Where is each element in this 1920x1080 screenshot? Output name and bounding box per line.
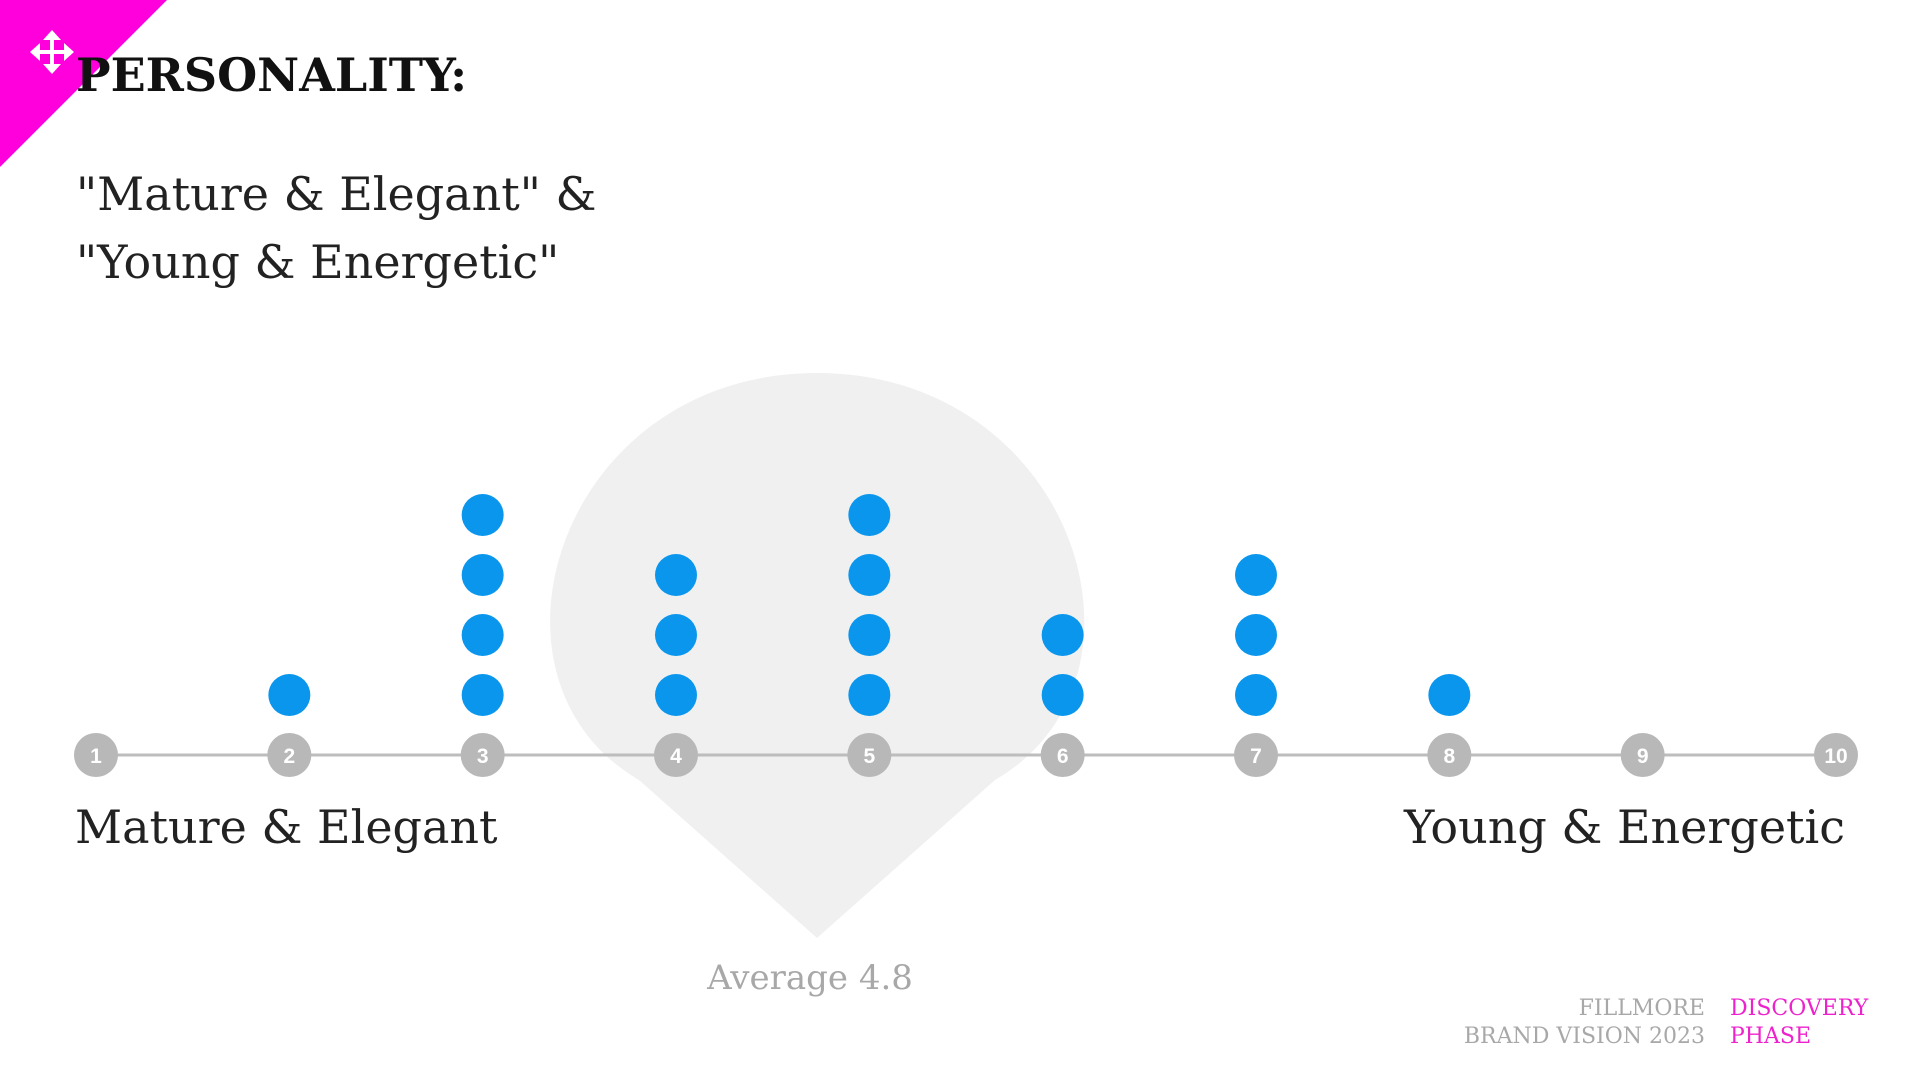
axis-tick-marker	[267, 733, 312, 777]
response-dot	[461, 554, 504, 596]
response-dot	[655, 554, 697, 596]
response-dot	[655, 614, 697, 656]
axis-tick-marker	[460, 733, 505, 777]
axis-tick-label: 3	[477, 745, 489, 768]
response-dot	[848, 674, 891, 716]
footer-brand-line-2: BRAND VISION 2023	[1463, 1024, 1705, 1049]
axis-tick-marker	[1427, 733, 1472, 777]
average-marker-shape	[550, 373, 1085, 938]
axis-tick-marker	[1040, 733, 1085, 777]
slide-title: PERSONALITY:	[76, 48, 468, 102]
response-dot	[1235, 554, 1277, 596]
response-dot	[848, 614, 891, 656]
response-dot	[1235, 674, 1277, 716]
response-dot	[848, 494, 891, 536]
average-label: Average 4.8	[707, 958, 913, 998]
axis-tick-marker	[1620, 733, 1665, 777]
axis-tick-marker	[74, 733, 118, 777]
move-arrows-icon[interactable]	[28, 28, 76, 76]
response-dot	[461, 674, 504, 716]
corner-badge	[0, 0, 167, 167]
scale-left-label: Mature & Elegant	[75, 800, 498, 854]
slide-subtitle: "Mature & Elegant" & "Young & Energetic"	[76, 160, 596, 296]
response-dot	[1235, 614, 1277, 656]
response-dot	[1041, 674, 1084, 716]
axis-tick-label: 10	[1824, 745, 1847, 768]
footer-phase: DISCOVERY PHASE	[1730, 995, 1868, 1051]
footer-phase-line-1: DISCOVERY	[1730, 996, 1869, 1021]
axis-tick-label: 6	[1057, 745, 1069, 768]
response-dot	[655, 674, 697, 716]
axis-tick-marker	[654, 733, 698, 777]
scale-right-label: Young & Energetic	[1404, 800, 1845, 854]
axis-tick-label: 5	[863, 745, 875, 768]
axis-tick-label: 7	[1250, 745, 1262, 768]
axis-tick-marker	[1814, 733, 1858, 777]
response-dot	[1428, 674, 1471, 716]
footer-brand-line-1: FILLMORE	[1578, 996, 1705, 1021]
axis-tick-label: 1	[90, 745, 102, 768]
subtitle-line-2: "Young & Energetic"	[76, 235, 560, 289]
footer-brand: FILLMORE BRAND VISION 2023	[1464, 995, 1705, 1051]
axis-tick-marker	[1234, 733, 1278, 777]
axis-tick-label: 4	[670, 745, 682, 768]
footer-phase-line-2: PHASE	[1730, 1024, 1812, 1049]
axis-tick-label: 2	[283, 745, 295, 768]
response-dot	[268, 674, 311, 716]
axis-tick-marker	[847, 733, 892, 777]
response-dot	[461, 614, 504, 656]
response-dot	[848, 554, 891, 596]
response-dot	[461, 494, 504, 536]
axis-tick-label: 8	[1443, 745, 1455, 768]
axis-tick-label: 9	[1637, 745, 1649, 768]
subtitle-line-1: "Mature & Elegant" &	[76, 167, 597, 221]
response-dot	[1041, 614, 1084, 656]
